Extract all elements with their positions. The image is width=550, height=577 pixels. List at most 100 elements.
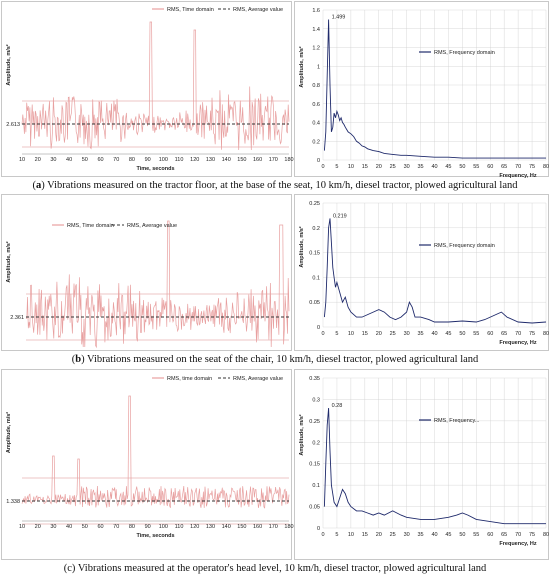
x-tick-label: 55 [473, 164, 479, 170]
caption-c: (c) Vibrations measured at the operator'… [63, 563, 487, 574]
x-tick-label: 0 [321, 164, 324, 170]
x-tick-label: 45 [445, 164, 451, 170]
frequency-domain-series-line [323, 407, 546, 525]
y-tick-label: 0.2 [312, 440, 320, 446]
x-tick-label: 0 [321, 532, 324, 538]
x-tick-label: 55 [473, 331, 479, 337]
x-tick-label: 40 [431, 532, 437, 538]
x-tick-label: 40 [66, 524, 72, 530]
x-tick-label: 110 [175, 157, 184, 163]
x-tick-label: 5 [335, 164, 338, 170]
y-tick-label: 1.4 [312, 27, 320, 33]
x-tick-label: 20 [376, 164, 382, 170]
x-axis-title: Frequency, Hz [499, 340, 536, 346]
y-tick-label: 0.8 [312, 83, 320, 89]
y-tick-label: 0.6 [312, 102, 320, 108]
x-tick-label: 25 [390, 532, 396, 538]
panel-b-time: 2.361 Amplitude, m/s² RMS, Time domain RMS,… [1, 194, 292, 351]
x-tick-label: 0 [321, 331, 324, 337]
x-tick-label: 100 [159, 524, 168, 530]
y-tick-label: 0.25 [309, 419, 320, 425]
chart-b-freq: 0 5 10 15 20 25 30 35 40 45 50 55 60 65 70 75 80 0 0.05 0.1… [298, 201, 549, 346]
caption-a-text: Vibrations measured on the tractor floor… [44, 180, 518, 191]
x-tick-label: 50 [459, 532, 465, 538]
x-tick-label: 25 [390, 164, 396, 170]
x-tick-label: 80 [543, 532, 549, 538]
x-tick-label: 75 [529, 331, 535, 337]
y-axis-title: Amplitude, m/s² [5, 44, 12, 85]
y-tick-label: 0.15 [309, 251, 320, 257]
x-tick-label: 30 [50, 157, 56, 163]
x-tick-label: 10 [348, 331, 354, 337]
panel-c-freq: 0 5 10 15 20 25 30 35 40 45 50 55 60 65 70 75 80 0 0.05 0.1… [294, 369, 549, 560]
y-tick-label: 0 [317, 526, 320, 532]
y-tick-label: 0.1 [312, 483, 320, 489]
y-tick-label: 1.6 [312, 8, 320, 14]
x-tick-label: 15 [362, 164, 368, 170]
y-tick-label: 0.2 [312, 139, 320, 145]
frequency-domain-series-line [323, 218, 547, 324]
x-tick-label: 30 [404, 532, 410, 538]
legend-time-label: RMS, Time domain [67, 223, 114, 229]
x-axis-title: Time, seconds [136, 166, 174, 172]
x-tick-label: 130 [206, 524, 215, 530]
x-tick-label: 10 [348, 164, 354, 170]
x-tick-label: 170 [269, 157, 278, 163]
x-tick-label: 70 [515, 164, 521, 170]
caption-b-text: Vibrations measured on the seat of the c… [84, 354, 479, 365]
x-tick-label: 65 [501, 331, 507, 337]
x-tick-label: 100 [159, 157, 168, 163]
x-axis-title: Frequency, Hz [499, 173, 536, 179]
average-value-label: 1.338 [6, 499, 20, 505]
x-tick-label: 10 [19, 157, 25, 163]
caption-a: (a) Vibrations measured on the tractor f… [32, 180, 518, 191]
panel-a-freq: 0 5 10 15 20 25 30 35 40 45 50 55 60 65 70 75 80 0 0.2 0.4 0… [294, 1, 549, 179]
time-domain-series-line [21, 395, 290, 509]
x-tick-label: 5 [335, 532, 338, 538]
y-tick-label: 0.3 [312, 397, 320, 403]
x-tick-label: 60 [487, 331, 493, 337]
x-tick-label: 40 [66, 157, 72, 163]
x-tick-label: 70 [113, 524, 119, 530]
x-tick-label: 80 [129, 524, 135, 530]
y-tick-label: 0.05 [309, 300, 320, 306]
chart-b-time: 2.361 Amplitude, m/s² RMS, Time domain RMS,… [5, 220, 290, 349]
x-tick-label: 180 [284, 157, 293, 163]
x-tick-label: 130 [206, 157, 215, 163]
x-tick-label: 30 [50, 524, 56, 530]
x-tick-label: 75 [529, 164, 535, 170]
y-tick-label: 0 [317, 325, 320, 331]
x-tick-label: 35 [418, 532, 424, 538]
x-tick-label: 140 [222, 524, 231, 530]
legend-frequency-label: RMS, Frequency... [434, 418, 480, 424]
legend-time-label: RMS, Time domain [167, 7, 214, 13]
x-axis-title: Frequency, Hz [499, 541, 536, 547]
x-tick-label: 60 [487, 164, 493, 170]
y-tick-label: 0.2 [312, 226, 320, 232]
caption-b-letter: b [75, 354, 82, 365]
x-tick-label: 15 [362, 331, 368, 337]
x-tick-label: 5 [335, 331, 338, 337]
x-tick-label: 50 [459, 331, 465, 337]
y-tick-label: 0.15 [309, 462, 320, 468]
x-tick-label: 50 [82, 524, 88, 530]
y-axis-title: Amplitude, m/s² [298, 414, 305, 455]
x-tick-label: 160 [253, 157, 262, 163]
x-tick-label: 160 [253, 524, 262, 530]
x-tick-label: 20 [35, 157, 41, 163]
x-tick-label: 55 [473, 532, 479, 538]
x-tick-label: 20 [376, 532, 382, 538]
x-tick-label: 30 [404, 331, 410, 337]
x-tick-label: 120 [190, 157, 199, 163]
time-domain-series-line [25, 220, 290, 349]
caption-c-text: Vibrations measured at the operator's he… [75, 563, 487, 574]
peak-value-label: 0.219 [333, 213, 347, 219]
chart-a-freq: 0 5 10 15 20 25 30 35 40 45 50 55 60 65 70 75 80 0 0.2 0.4 0… [298, 8, 549, 179]
y-tick-label: 0.35 [309, 376, 320, 382]
y-axis-title: Amplitude, m/s² [298, 46, 305, 87]
x-tick-label: 35 [418, 331, 424, 337]
x-tick-label: 60 [97, 524, 103, 530]
x-tick-label: 30 [404, 164, 410, 170]
x-tick-label: 15 [362, 532, 368, 538]
time-domain-series-line [21, 21, 290, 151]
